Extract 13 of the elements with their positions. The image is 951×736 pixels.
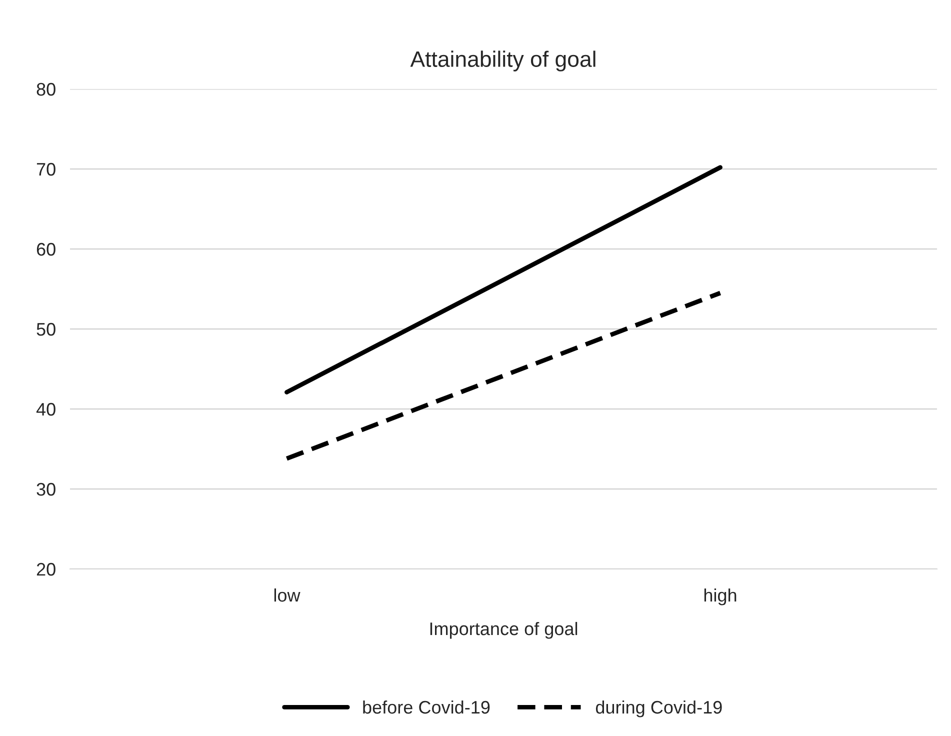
y-tick-label: 30 — [36, 482, 56, 496]
legend-label: before Covid-19 — [363, 700, 490, 714]
y-tick-label: 60 — [36, 242, 56, 256]
x-tick-label: low — [274, 588, 300, 602]
y-tick-label: 50 — [36, 322, 56, 336]
x-axis-title: Importance of goal — [430, 622, 578, 639]
y-tick-label: 40 — [36, 402, 56, 416]
y-tick-label: 70 — [36, 162, 56, 176]
y-tick-label: 80 — [36, 82, 56, 96]
legend-label: during Covid-19 — [596, 700, 722, 718]
x-tick-label: high — [704, 588, 736, 606]
y-tick-label: 20 — [36, 562, 56, 576]
chart-title: Attainability of goal — [410, 50, 596, 72]
